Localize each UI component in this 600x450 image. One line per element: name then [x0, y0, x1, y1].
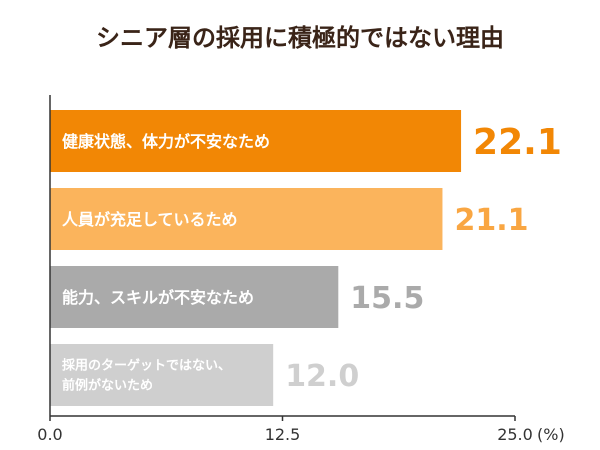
- bar-label-3: 能力、スキルが不安なため: [62, 288, 254, 307]
- bar-label-1: 健康状態、体力が不安なため: [62, 132, 270, 151]
- bar-4: [50, 344, 274, 406]
- bar-label-4: 採用のターゲットではない、: [62, 358, 231, 374]
- x-axis-unit: (%): [537, 425, 565, 444]
- x-tick-label-2: 12.5: [265, 425, 301, 444]
- bar-1: [50, 110, 462, 172]
- bar-2: [50, 188, 443, 250]
- bar-3: [50, 266, 339, 328]
- x-tick-label-1: 0.0: [37, 425, 62, 444]
- bar-label-2: 人員が充足しているため: [62, 210, 238, 229]
- x-tick-label-3: 25.0: [497, 425, 533, 444]
- value-label-4: 12.0: [285, 359, 359, 394]
- chart-title: シニア層の採用に積極的ではない理由: [96, 24, 504, 52]
- bar-label-4: 前例がないため: [62, 378, 153, 394]
- value-label-1: 22.1: [473, 122, 562, 163]
- value-label-3: 15.5: [350, 281, 424, 316]
- value-label-2: 21.1: [454, 203, 528, 238]
